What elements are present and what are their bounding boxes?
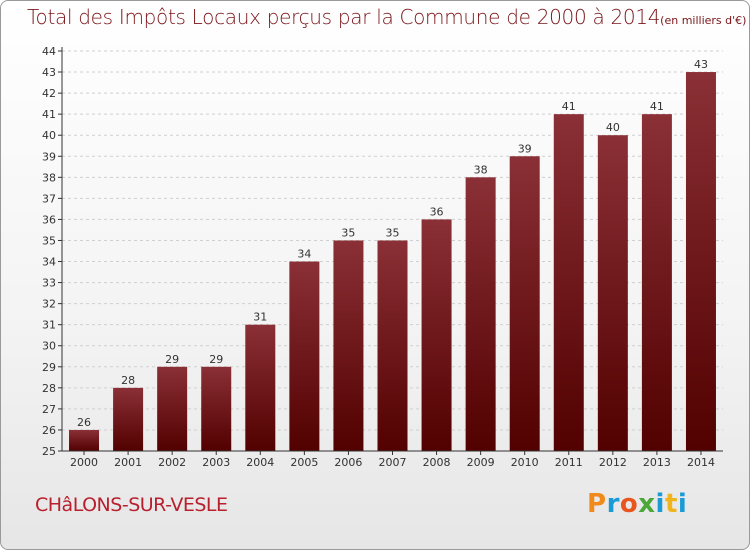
logo-letter: t xyxy=(664,489,678,519)
y-tick-label: 34 xyxy=(42,256,56,269)
y-tick-label: 38 xyxy=(42,171,56,184)
value-label: 29 xyxy=(165,353,179,366)
x-tick-label: 2000 xyxy=(70,456,98,469)
y-tick-label: 37 xyxy=(42,192,56,205)
y-tick-label: 35 xyxy=(42,234,56,247)
bar xyxy=(553,114,584,451)
value-label: 38 xyxy=(474,163,488,176)
bar xyxy=(201,366,232,451)
y-tick-label: 32 xyxy=(42,298,56,311)
y-tick-label: 27 xyxy=(42,403,56,416)
value-label: 40 xyxy=(606,121,620,134)
y-tick-label: 42 xyxy=(42,87,56,100)
bar xyxy=(641,114,672,451)
bar xyxy=(289,261,320,451)
bar xyxy=(333,240,364,451)
bar xyxy=(421,219,452,451)
y-tick-label: 25 xyxy=(42,445,56,458)
value-label: 35 xyxy=(341,226,355,239)
x-tick-label: 2003 xyxy=(202,456,230,469)
bar xyxy=(465,177,496,451)
x-tick-label: 2009 xyxy=(467,456,495,469)
value-label: 31 xyxy=(253,311,267,324)
y-tick-label: 31 xyxy=(42,319,56,332)
x-tick-label: 2001 xyxy=(114,456,142,469)
x-tick-label: 2004 xyxy=(246,456,274,469)
bar xyxy=(245,324,276,451)
commune-name: CHâLONS-SUR-VESLE xyxy=(35,494,228,516)
logo-letter: r xyxy=(606,489,620,519)
bar xyxy=(113,387,144,451)
x-tick-label: 2013 xyxy=(643,456,671,469)
proxiti-logo: Proxiti xyxy=(587,489,687,519)
y-tick-label: 36 xyxy=(42,213,56,226)
value-label: 35 xyxy=(386,226,400,239)
unit-note: (en milliers d'€) xyxy=(660,14,747,27)
bar xyxy=(157,366,188,451)
x-tick-label: 2011 xyxy=(555,456,583,469)
y-tick-label: 39 xyxy=(42,150,56,163)
value-label: 34 xyxy=(297,248,311,261)
x-tick-label: 2010 xyxy=(511,456,539,469)
y-tick-label: 41 xyxy=(42,108,56,121)
x-tick-label: 2006 xyxy=(334,456,362,469)
y-tick-label: 30 xyxy=(42,340,56,353)
bar xyxy=(509,156,540,451)
x-tick-label: 2002 xyxy=(158,456,186,469)
logo-letter: x xyxy=(638,489,656,519)
value-label: 36 xyxy=(430,205,444,218)
value-label: 43 xyxy=(694,58,708,71)
y-tick-label: 40 xyxy=(42,129,56,142)
x-tick-label: 2008 xyxy=(423,456,451,469)
logo-letter: i xyxy=(677,489,688,519)
y-tick-label: 33 xyxy=(42,277,56,290)
logo-letter: P xyxy=(587,489,607,519)
value-label: 41 xyxy=(562,100,576,113)
chart-title: Total des Impôts Locaux perçus par la Co… xyxy=(27,5,746,29)
logo-letter: o xyxy=(619,489,639,519)
x-tick-label: 2014 xyxy=(687,456,715,469)
y-tick-label: 28 xyxy=(42,382,56,395)
bar xyxy=(685,72,716,451)
bar xyxy=(377,240,408,451)
y-tick-label: 44 xyxy=(42,45,56,58)
y-tick-label: 29 xyxy=(42,361,56,374)
bars xyxy=(69,72,716,452)
x-tick-label: 2007 xyxy=(379,456,407,469)
value-label: 29 xyxy=(209,353,223,366)
title-text: Total des Impôts Locaux perçus par la Co… xyxy=(27,5,661,29)
value-label: 39 xyxy=(518,142,532,155)
y-tick-label: 26 xyxy=(42,424,56,437)
bar xyxy=(597,135,628,452)
value-label: 26 xyxy=(77,416,91,429)
labels: 25 26 27 28 29 30 31 32 33 34 35 36 37 38 39 40 41 42 43 44… xyxy=(42,45,715,469)
axes xyxy=(58,47,723,455)
y-tick-label: 43 xyxy=(42,66,56,79)
logo-letter: i xyxy=(655,489,665,519)
value-label: 41 xyxy=(650,100,664,113)
bar xyxy=(69,429,100,451)
value-label: 28 xyxy=(121,374,135,387)
x-tick-label: 2005 xyxy=(290,456,318,469)
x-tick-label: 2012 xyxy=(599,456,627,469)
